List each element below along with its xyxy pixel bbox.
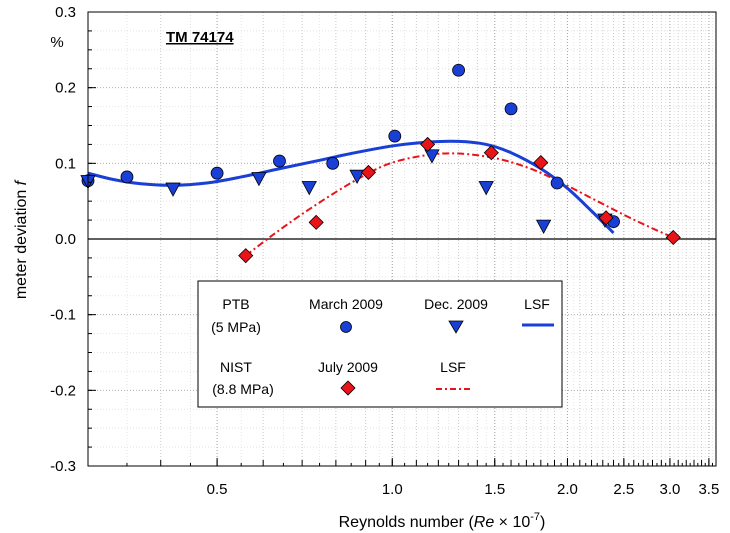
x-tick-label: 3.5 bbox=[698, 481, 719, 498]
data-point-july-2009 bbox=[483, 145, 499, 161]
data-point-march-2009 bbox=[210, 166, 224, 180]
data-point-march-2009 bbox=[452, 63, 465, 77]
y-tick-label: 0.2 bbox=[55, 80, 76, 97]
data-point-march-2009 bbox=[120, 170, 134, 184]
data-point-dec-2009 bbox=[165, 182, 181, 197]
x-axis-title-mid: × 10 bbox=[494, 514, 530, 531]
legend-marker-diamond bbox=[340, 380, 356, 396]
x-tick-label: 2.5 bbox=[613, 481, 634, 498]
legend-group-nist-pressure: (8.8 MPa) bbox=[212, 381, 273, 397]
data-point-dec-2009 bbox=[251, 172, 267, 187]
axis-ticks bbox=[87, 11, 717, 467]
data-point-dec-2009 bbox=[478, 181, 494, 196]
y-tick-label: 0.3 bbox=[55, 4, 76, 21]
data-point-dec-2009 bbox=[535, 219, 552, 234]
y-axis-title-var: f bbox=[13, 179, 30, 185]
x-tick-label: 2.0 bbox=[557, 481, 578, 498]
y-tick-label: 0.0 bbox=[55, 231, 76, 248]
legend-group-ptb-pressure: (5 MPa) bbox=[211, 319, 261, 335]
legend-label-july-2009: July 2009 bbox=[318, 359, 378, 375]
data-point-dec-2009 bbox=[424, 149, 440, 164]
data-point-march-2009 bbox=[388, 129, 402, 143]
data-point-july-2009 bbox=[533, 155, 549, 171]
data-point-march-2009 bbox=[550, 176, 564, 190]
x-tick-label: 0.5 bbox=[207, 481, 228, 498]
data-point-dec-2009 bbox=[349, 169, 365, 185]
nist-fit-curve bbox=[245, 152, 674, 257]
x-tick-label: 3.0 bbox=[659, 481, 680, 498]
x-axis-title-pre: Reynolds number ( bbox=[339, 514, 475, 531]
y-tick-label: -0.3 bbox=[50, 458, 76, 475]
data-point-march-2009 bbox=[504, 102, 518, 116]
x-tick-label: 1.0 bbox=[382, 481, 403, 498]
legend-label-ptb-lsf: LSF bbox=[524, 296, 550, 312]
legend-group-ptb: PTB bbox=[222, 296, 249, 312]
x-tick-label: 1.5 bbox=[484, 481, 505, 498]
x-axis-title-exp: -7 bbox=[530, 511, 540, 523]
data-point-july-2009 bbox=[598, 210, 614, 226]
y-axis-title: meter deviation f bbox=[13, 179, 30, 299]
legend-marker-triangle bbox=[448, 320, 464, 334]
data-point-july-2009 bbox=[308, 214, 324, 230]
data-point-july-2009 bbox=[665, 229, 681, 246]
data-point-march-2009 bbox=[273, 154, 286, 168]
y-axis-title-text: meter deviation bbox=[13, 185, 30, 299]
x-axis-title-post: ) bbox=[540, 514, 545, 531]
legend-label-nist-lsf: LSF bbox=[440, 359, 466, 375]
legend-marker-circle bbox=[340, 321, 352, 333]
legend-label-dec-2009: Dec. 2009 bbox=[424, 296, 488, 312]
y-tick-label: 0.1 bbox=[55, 155, 76, 172]
legend-group-nist: NIST bbox=[220, 359, 252, 375]
data-point-dec-2009 bbox=[301, 181, 317, 196]
y-tick-labels: -0.3 -0.2 -0.1 0.0 0.1 0.2 0.3 bbox=[50, 4, 76, 475]
y-tick-label: -0.2 bbox=[50, 382, 76, 399]
data-point-july-2009 bbox=[360, 164, 377, 180]
x-tick-labels: 0.5 1.0 1.5 2.0 2.5 3.0 3.5 bbox=[207, 481, 720, 498]
x-axis-title-var: Re bbox=[474, 514, 495, 531]
x-axis-title: Reynolds number (Re × 10-7) bbox=[339, 511, 546, 531]
meter-tag: TM 74174 bbox=[166, 29, 234, 46]
data-points bbox=[80, 63, 681, 264]
legend: PTB (5 MPa) March 2009 Dec. 2009 LSF NIS… bbox=[197, 280, 563, 408]
y-unit-label: % bbox=[50, 34, 63, 51]
data-point-march-2009 bbox=[326, 156, 340, 170]
y-tick-label: -0.1 bbox=[50, 307, 76, 324]
data-point-july-2009 bbox=[420, 136, 436, 152]
legend-label-march-2009: March 2009 bbox=[309, 296, 383, 312]
legend-box bbox=[197, 280, 563, 408]
data-point-july-2009 bbox=[238, 248, 254, 264]
